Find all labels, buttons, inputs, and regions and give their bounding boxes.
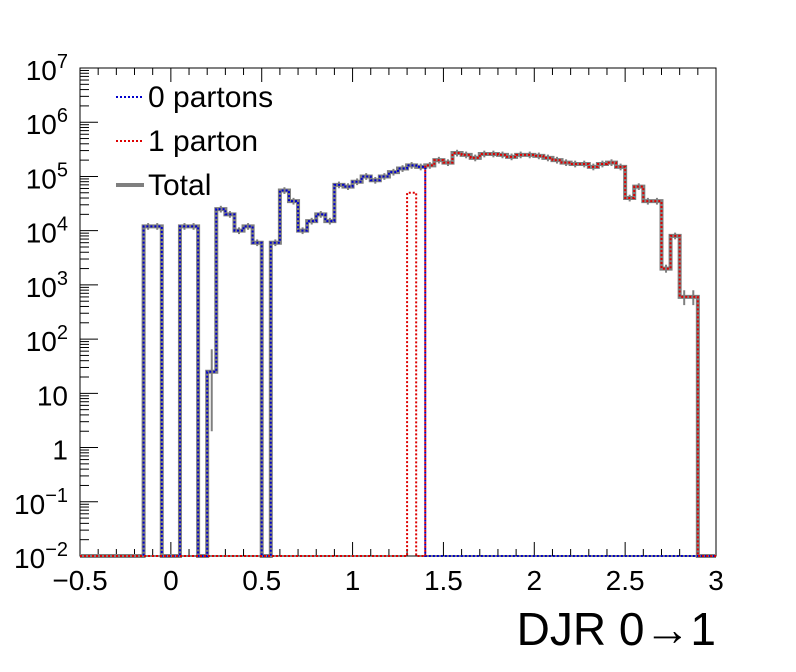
legend: 0 partons 1 parton Total [116, 81, 273, 202]
x-tick-label: 1 [345, 565, 361, 596]
x-tick-label: 1.5 [424, 565, 463, 596]
total-series-line [80, 151, 716, 558]
x-tick-label: 0 [163, 565, 179, 596]
y-tick-label: 10 [37, 380, 68, 411]
legend-label: 0 partons [148, 81, 273, 114]
y-tick-label: 10−1 [14, 485, 68, 520]
y-tick-label: 102 [26, 322, 68, 357]
legend-label: Total [148, 169, 211, 202]
x-tick-label: 3 [708, 565, 724, 596]
x-tick-label: 0.5 [242, 565, 281, 596]
x-tick-label: −0.5 [52, 565, 107, 596]
x-tick-labels: −0.5 0 0.5 1 1.5 2 2.5 3 [52, 565, 723, 596]
x-tick-label: 2.5 [606, 565, 645, 596]
histogram-series [80, 149, 716, 558]
y-tick-label: 105 [26, 159, 68, 194]
0-partons-series-line [80, 164, 716, 557]
y-tick-label: 103 [26, 268, 68, 303]
y-tick-label: 1 [52, 435, 68, 466]
y-tick-labels: 10−2 10−1 1 10 102 103 104 105 106 107 [14, 51, 68, 574]
legend-label: 1 parton [148, 125, 258, 158]
y-tick-label: 10−2 [14, 539, 68, 574]
y-tick-label: 107 [26, 51, 68, 86]
x-tick-label: 2 [526, 565, 542, 596]
x-axis-label: DJR 0→1 [517, 603, 716, 655]
y-tick-label: 106 [26, 105, 68, 140]
1-parton-series-line [80, 152, 716, 557]
y-tick-label: 104 [26, 214, 68, 249]
tick-marks [79, 67, 717, 557]
